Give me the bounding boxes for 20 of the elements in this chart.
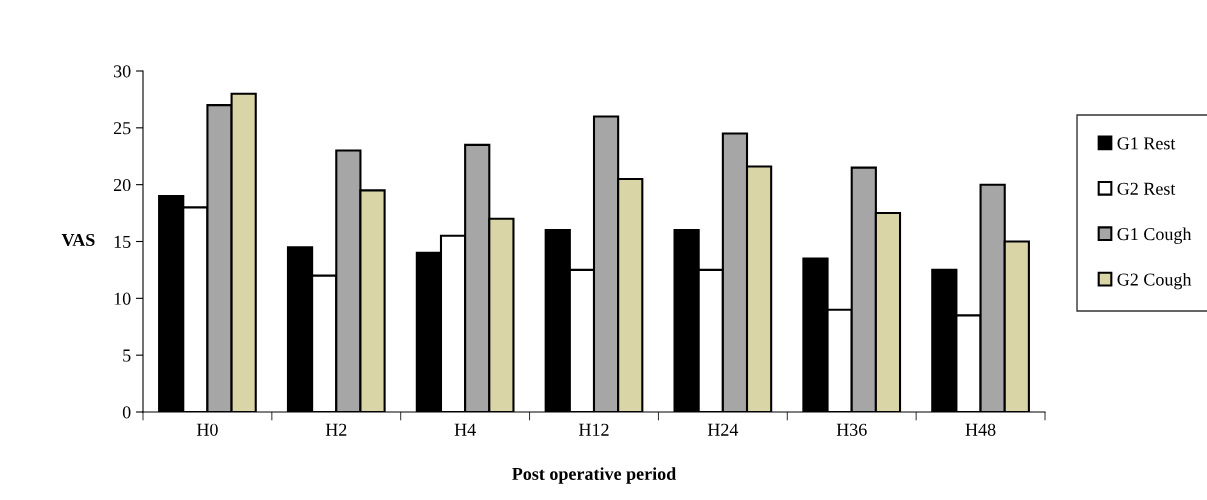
legend-label: G2 Rest: [1117, 182, 1176, 195]
y-tick-label: 5: [123, 349, 131, 362]
x-tick-label: H12: [578, 423, 609, 436]
x-tick-label: H36: [836, 423, 867, 436]
y-tick-label: 25: [113, 122, 131, 135]
x-tick-label: H24: [707, 423, 739, 436]
x-tick-label: H48: [965, 423, 996, 436]
x-axis-title: Post operative period: [512, 467, 677, 484]
x-tick-label: H0: [196, 423, 218, 436]
y-tick-label: 0: [122, 406, 131, 419]
y-tick-label: 10: [114, 292, 131, 305]
legend-label: G2 Cough: [1117, 272, 1192, 290]
legend-label: G1 Rest: [1117, 137, 1176, 150]
x-tick-label: H2: [325, 423, 347, 436]
legend-label: G1 Cough: [1117, 227, 1192, 244]
y-tick-label: 15: [114, 235, 131, 248]
y-tick-label: 20: [113, 178, 131, 192]
x-tick-label: H4: [454, 423, 476, 436]
y-axis-title: VAS: [61, 233, 95, 247]
y-tick-label: 30: [114, 65, 131, 78]
